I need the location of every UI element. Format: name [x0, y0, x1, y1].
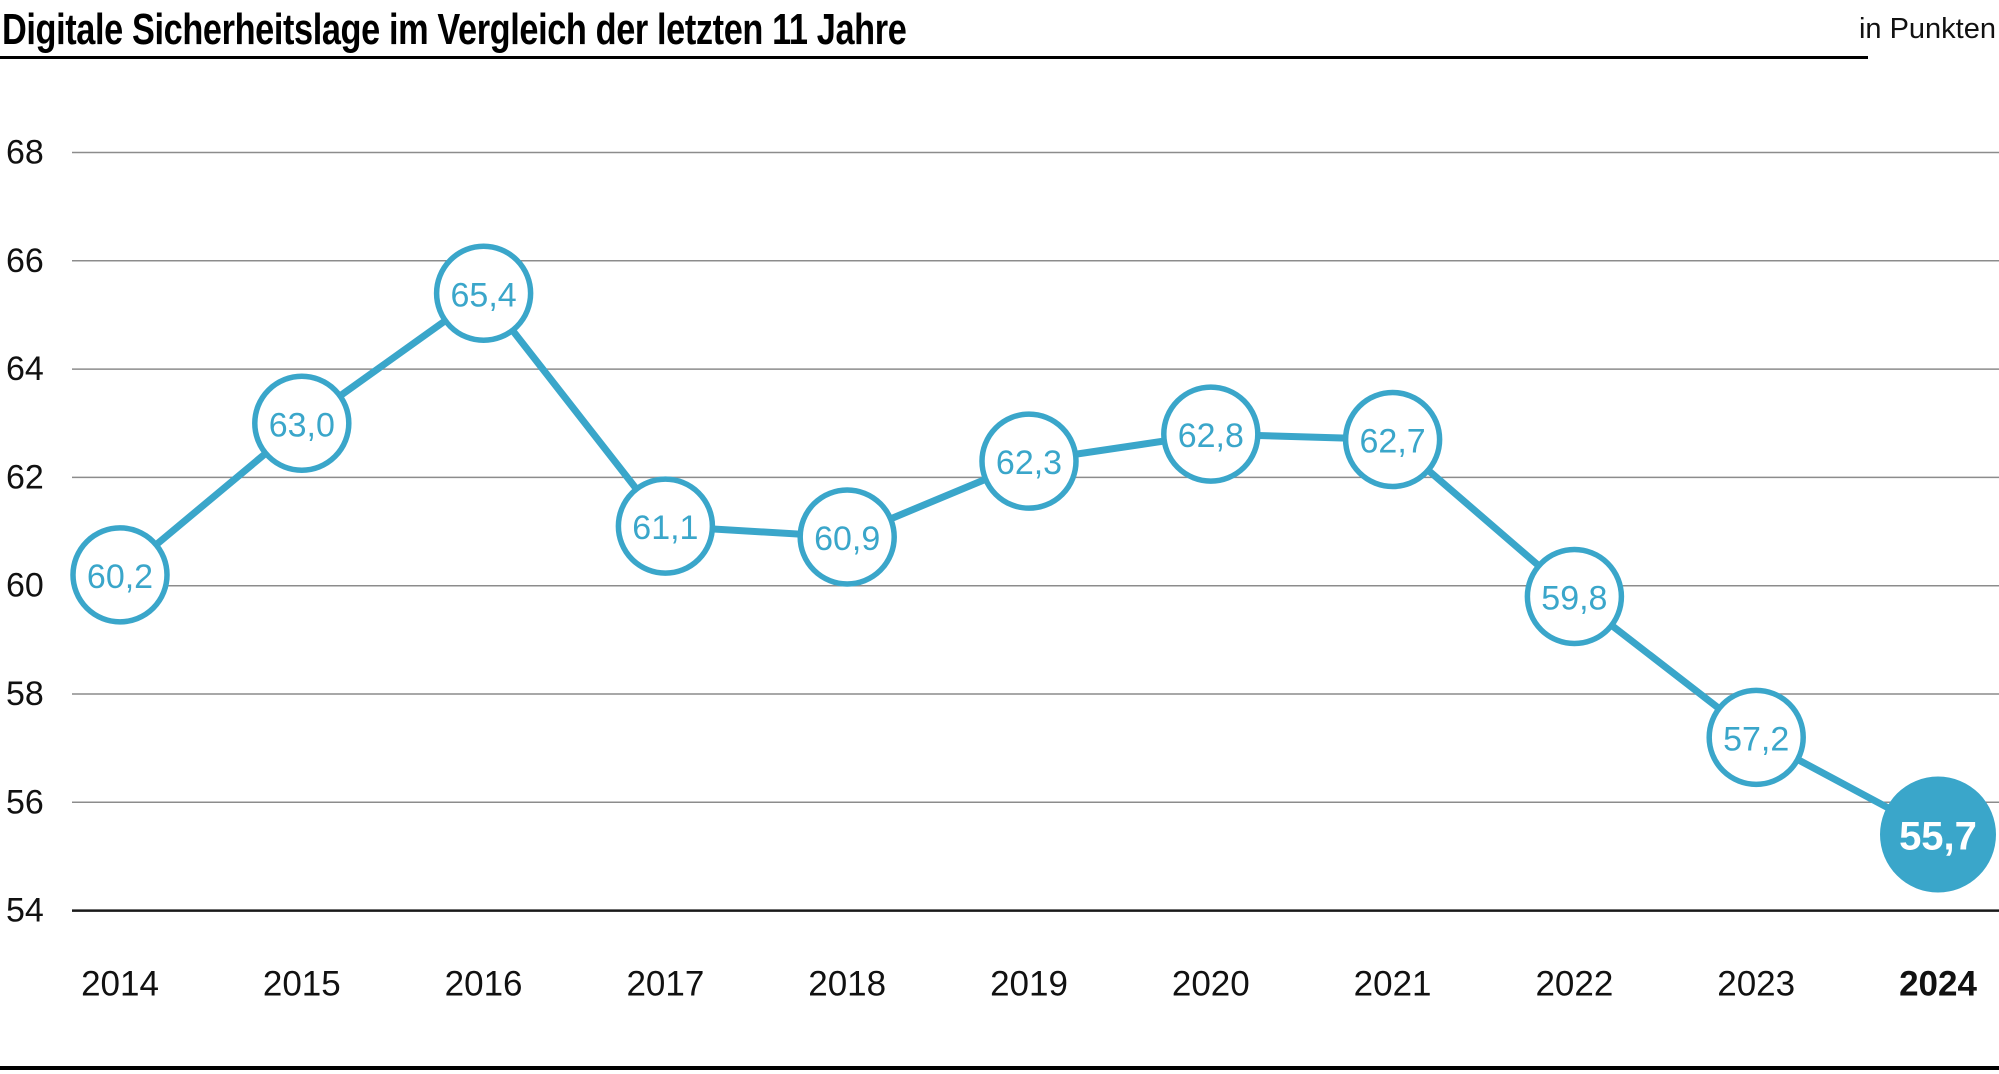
data-point [797, 487, 897, 587]
data-point [1706, 687, 1806, 788]
y-tick-label: 54 [6, 892, 44, 930]
data-point-label: 61,1 [632, 509, 698, 547]
x-tick-label: 2024 [1899, 965, 1977, 1004]
series-line [117, 288, 1940, 838]
data-point-label: 65,4 [451, 276, 517, 314]
data-point-label: 62,7 [1360, 422, 1426, 460]
y-tick-label: 58 [6, 675, 44, 713]
x-tick-label: 2017 [626, 965, 704, 1004]
data-point-label: 57,2 [1723, 720, 1789, 758]
y-tick-label: 68 [6, 134, 44, 172]
data-point-label: 60,9 [814, 520, 880, 558]
data-point-label: 59,8 [1541, 580, 1607, 618]
data-point [979, 411, 1079, 511]
header-rule [0, 56, 1868, 59]
unit-label: in Punkten [1858, 13, 1996, 45]
x-tick-label: 2023 [1717, 965, 1795, 1004]
x-tick-label: 2014 [81, 965, 159, 1004]
data-point [1524, 546, 1625, 647]
data-point [252, 373, 352, 473]
data-point [433, 243, 534, 344]
x-tick-label: 2015 [263, 965, 341, 1004]
x-tick-label: 2018 [808, 965, 886, 1004]
data-point-label: 63,0 [269, 406, 335, 444]
data-point-label: 55,7 [1899, 815, 1977, 859]
x-tick-label: 2019 [990, 965, 1068, 1004]
bottom-rule [0, 1066, 1999, 1070]
data-point [1161, 384, 1261, 484]
chart-title: Digitale Sicherheitslage im Vergleich de… [2, 5, 907, 54]
y-tick-label: 66 [6, 242, 44, 280]
x-tick-label: 2021 [1354, 965, 1432, 1004]
data-point [70, 525, 170, 625]
x-tick-label: 2020 [1172, 965, 1250, 1004]
y-tick-label: 62 [6, 458, 44, 496]
data-point [1342, 389, 1443, 490]
y-tick-label: 64 [6, 350, 44, 388]
y-tick-label: 60 [6, 567, 44, 605]
x-tick-label: 2016 [445, 965, 523, 1004]
data-point [615, 476, 716, 576]
y-tick-label: 56 [6, 783, 44, 821]
data-point-highlight [1880, 776, 1996, 893]
data-point-label: 60,2 [87, 558, 153, 596]
data-point-label: 62,3 [996, 444, 1062, 482]
data-point-label: 62,8 [1178, 417, 1244, 455]
x-tick-label: 2022 [1535, 965, 1613, 1004]
